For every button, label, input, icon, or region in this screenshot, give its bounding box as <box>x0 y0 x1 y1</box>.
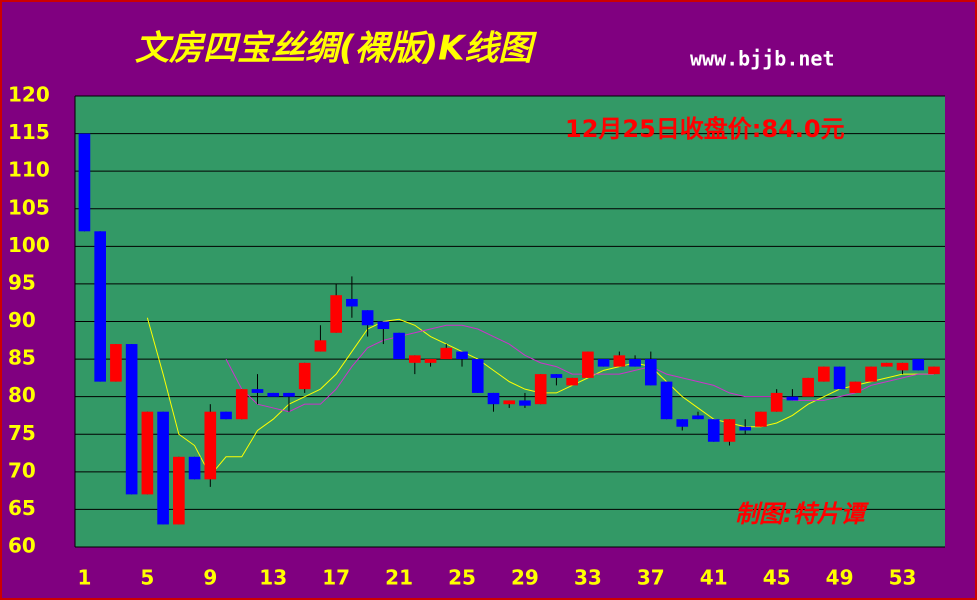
candle-body <box>251 389 264 393</box>
moving-average <box>225 324 934 413</box>
candle-body <box>896 362 909 371</box>
x-tick-label: 41 <box>700 566 728 590</box>
x-tick-label: 49 <box>826 566 854 590</box>
y-tick-label: 80 <box>8 383 36 407</box>
candle-body <box>487 392 500 405</box>
candle-body <box>456 351 468 360</box>
candle-body <box>849 381 862 393</box>
x-tick-label: 17 <box>322 566 350 590</box>
candle-body <box>377 321 390 330</box>
x-tick-label: 1 <box>77 566 91 590</box>
candle-body <box>110 344 122 382</box>
x-tick-label: 37 <box>637 566 665 590</box>
candle-body <box>346 298 358 307</box>
candle-body <box>613 355 626 367</box>
candle-body <box>471 359 484 393</box>
candle-body <box>644 359 657 386</box>
candle-body <box>833 366 846 390</box>
candle-body <box>125 344 138 495</box>
y-tick-label: 115 <box>8 120 50 144</box>
y-tick-label: 90 <box>8 308 36 332</box>
candle-body <box>235 389 248 420</box>
candle-body <box>440 347 453 360</box>
candle-body <box>692 415 704 420</box>
candle-body <box>582 351 594 378</box>
candle-body <box>94 231 106 382</box>
x-tick-label: 25 <box>448 566 476 590</box>
candle-body <box>283 392 295 397</box>
y-tick-label: 75 <box>8 421 36 445</box>
candle-body <box>361 310 374 326</box>
candle-body <box>424 359 437 363</box>
x-tick-label: 33 <box>574 566 602 590</box>
candle-body <box>865 366 877 382</box>
candle-body <box>330 295 342 333</box>
x-tick-label: 45 <box>763 566 791 590</box>
candle-body <box>157 411 169 525</box>
candle-body <box>786 396 799 401</box>
candle-body <box>188 456 201 480</box>
y-tick-label: 100 <box>8 233 50 257</box>
candle-body <box>676 419 689 427</box>
candle-body <box>314 340 327 352</box>
x-tick-label: 9 <box>203 566 217 590</box>
x-tick-label: 53 <box>889 566 917 590</box>
x-tick-label: 29 <box>511 566 539 590</box>
x-tick-label: 21 <box>385 566 413 590</box>
y-tick-label: 70 <box>8 458 36 482</box>
candle-body <box>739 426 752 431</box>
x-tick-label: 13 <box>259 566 287 590</box>
y-tick-label: 85 <box>8 346 36 370</box>
candle-body <box>755 411 767 427</box>
x-tick-label: 5 <box>140 566 154 590</box>
candle-body <box>629 359 641 367</box>
annotation: 12月25日收盘价:84.0元 <box>565 115 845 143</box>
annotation: 制图:特片谭 <box>735 500 870 528</box>
y-tick-label: 95 <box>8 270 36 294</box>
candle-body <box>519 400 531 406</box>
candle-body <box>173 456 185 525</box>
candle-body <box>770 392 783 412</box>
chart-subtitle: www.bjjb.net <box>690 47 835 71</box>
candle-body <box>220 411 232 420</box>
y-tick-label: 60 <box>8 534 36 558</box>
candle-body <box>660 381 673 420</box>
candle-body <box>566 377 578 386</box>
y-tick-label: 105 <box>8 195 50 219</box>
candle-body <box>707 419 720 442</box>
candle-body <box>267 392 280 397</box>
candle-body <box>298 362 311 390</box>
candle-body <box>408 355 421 363</box>
candle-body <box>393 332 405 360</box>
candle-body <box>204 411 217 480</box>
candle-body <box>503 400 516 405</box>
candle-body <box>723 419 736 442</box>
y-tick-label: 65 <box>8 496 36 520</box>
candle-body <box>78 133 91 232</box>
candle-body <box>802 377 814 397</box>
y-tick-label: 120 <box>8 83 50 107</box>
candle-body <box>928 366 940 375</box>
candle-body <box>141 411 154 495</box>
candle-body <box>818 366 830 382</box>
y-tick-label: 110 <box>8 158 50 182</box>
candle-body <box>880 362 893 367</box>
candle-body <box>534 374 547 405</box>
candle-body <box>597 359 610 367</box>
chart-title: 文房四宝丝绸(裸版)K线图 <box>135 29 537 69</box>
candle-body <box>912 359 925 371</box>
candle-body <box>550 374 563 378</box>
